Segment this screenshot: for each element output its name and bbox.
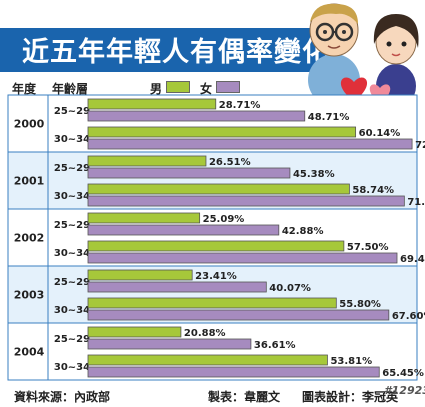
female-value-label: 40.07%: [269, 283, 311, 294]
male-bar: [87, 98, 217, 110]
male-value-label: 26.51%: [209, 157, 251, 168]
male-bar: [87, 269, 193, 281]
female-value-label: 65.45%: [382, 368, 424, 379]
female-value-label: 45.38%: [293, 169, 335, 180]
man-hair: [310, 3, 358, 24]
female-bar: [87, 309, 390, 321]
male-value-label: 60.14%: [359, 128, 401, 139]
female-value-label: 48.71%: [308, 112, 350, 123]
male-value-label: 57.50%: [347, 242, 389, 253]
male-bar: [87, 326, 182, 338]
age-label: 30~34: [54, 134, 90, 145]
age-label: 25~29: [54, 277, 90, 288]
legend-female-swatch: [216, 81, 240, 93]
female-value-label: 69.44%: [400, 254, 425, 265]
male-bar: [87, 126, 357, 138]
source-note: 資料來源：內政部: [14, 390, 111, 404]
pink-heart-icon: [369, 84, 391, 104]
female-value-label: 36.61%: [254, 340, 296, 351]
id-stamp: #12923: [384, 384, 425, 397]
male-bar: [87, 297, 337, 309]
year-label-2003: 2003: [14, 289, 45, 302]
male-bar: [87, 240, 345, 252]
male-value-label: 25.09%: [203, 214, 245, 225]
male-value-label: 23.41%: [195, 271, 237, 282]
male-value-label: 20.88%: [184, 328, 226, 339]
year-label-2000: 2000: [14, 118, 45, 131]
female-value-label: 71.09%: [407, 197, 425, 208]
age-label: 30~34: [54, 248, 90, 259]
couple-illustration: [308, 3, 419, 106]
age-label: 30~34: [54, 191, 90, 202]
year-label-2001: 2001: [14, 175, 45, 188]
male-bar: [87, 354, 328, 366]
title-bar: [0, 28, 330, 72]
female-bar: [87, 252, 398, 264]
female-bar: [87, 138, 413, 150]
age-label: 25~29: [54, 106, 90, 117]
age-label: 30~34: [54, 305, 90, 316]
age-column-header: 年齡層: [52, 82, 89, 96]
female-bar: [87, 281, 267, 293]
year-label-2004: 2004: [14, 346, 45, 359]
legend-male-label: 男: [150, 82, 163, 96]
male-bar: [87, 212, 201, 224]
female-bar: [87, 338, 252, 350]
male-value-label: 28.71%: [219, 100, 261, 111]
female-bar: [87, 224, 280, 236]
female-value-label: 72.83%: [415, 140, 425, 151]
female-value-label: 42.88%: [282, 226, 324, 237]
age-label: 25~29: [54, 334, 90, 345]
age-label: 25~29: [54, 163, 90, 174]
legend-female-label: 女: [200, 82, 213, 96]
woman-hair: [373, 14, 419, 48]
red-heart-icon: [340, 77, 368, 102]
year-label-2002: 2002: [14, 232, 45, 245]
female-bar: [87, 366, 380, 378]
year-column-header: 年度: [12, 82, 37, 96]
legend-male-swatch: [166, 81, 190, 93]
age-label: 30~34: [54, 362, 90, 373]
female-bar: [87, 110, 306, 122]
male-bar: [87, 155, 207, 167]
maker-note: 製表：韋麗文: [208, 390, 281, 404]
chart-title: 近五年年輕人有偶率變化: [22, 37, 330, 68]
female-bar: [87, 195, 405, 207]
age-label: 25~29: [54, 220, 90, 231]
male-value-label: 55.80%: [339, 299, 381, 310]
designer-note: 圖表設計：李冠英: [302, 390, 399, 404]
male-bar: [87, 183, 350, 195]
female-bar: [87, 167, 291, 179]
male-value-label: 58.74%: [352, 185, 394, 196]
male-value-label: 53.81%: [330, 356, 372, 367]
female-value-label: 67.60%: [392, 311, 425, 322]
